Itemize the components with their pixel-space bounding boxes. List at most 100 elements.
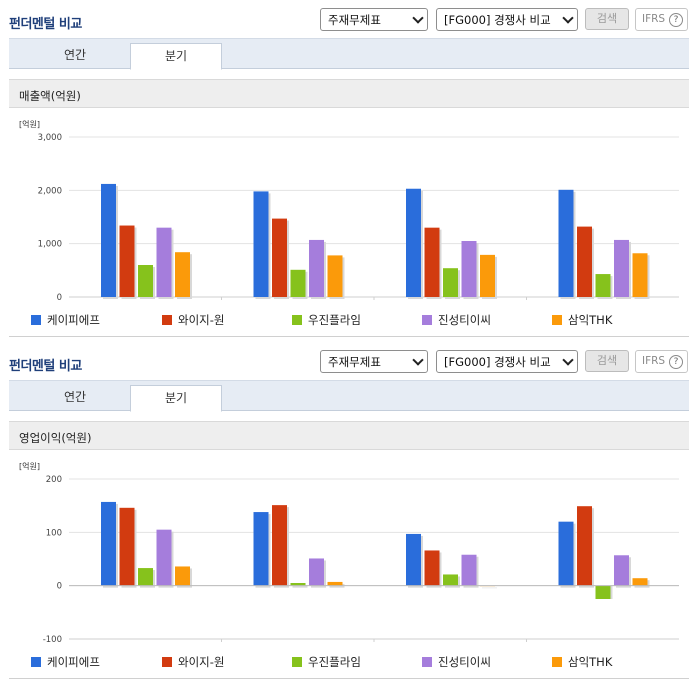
- bar[interactable]: [309, 239, 324, 297]
- bar[interactable]: [480, 254, 495, 297]
- bar[interactable]: [558, 521, 574, 586]
- bar[interactable]: [614, 239, 629, 297]
- bar[interactable]: [119, 507, 135, 586]
- bar[interactable]: [632, 253, 648, 297]
- legend-swatch: [552, 315, 562, 325]
- help-icon[interactable]: ?: [669, 13, 683, 27]
- legend-item[interactable]: 케이피에프: [31, 654, 100, 670]
- bar[interactable]: [632, 578, 648, 586]
- bar[interactable]: [424, 227, 440, 297]
- bar[interactable]: [272, 218, 287, 297]
- bar[interactable]: [461, 241, 477, 297]
- bar[interactable]: [253, 512, 269, 586]
- peer-group-select[interactable]: [FG000] 경쟁사 비교: [436, 8, 578, 31]
- bar[interactable]: [577, 226, 592, 297]
- statement-select[interactable]: 주재무제표: [320, 350, 428, 373]
- section-title: 펀더멘털 비교: [9, 359, 82, 374]
- tab-quarterly[interactable]: 분기: [130, 43, 222, 70]
- divider: [9, 336, 689, 337]
- legend-swatch: [31, 657, 41, 667]
- legend-item[interactable]: 우진플라임: [292, 654, 361, 670]
- operating-profit-chart: [억원] -10001002002023/062023/092023/12202…: [9, 452, 689, 642]
- legend-item[interactable]: 진성티이씨: [422, 312, 491, 328]
- section-title: 펀더멘털 비교: [9, 17, 82, 32]
- fundamental-section-2: 펀더멘털 비교 주재무제표 [FG000] 경쟁사 비교 검색 IFRS? 연간…: [0, 342, 696, 684]
- ifrs-button[interactable]: IFRS?: [635, 8, 688, 31]
- bar[interactable]: [156, 529, 172, 586]
- legend-item[interactable]: 진성티이씨: [422, 654, 491, 670]
- legend-swatch: [31, 315, 41, 325]
- chart-legend: 케이피에프 와이지-원 우진플라임 진성티이씨 삼익THK: [9, 652, 689, 672]
- legend-item[interactable]: 와이지-원: [162, 312, 224, 328]
- bar[interactable]: [101, 501, 116, 586]
- bar-shadow: [292, 585, 308, 588]
- legend-item[interactable]: 우진플라임: [292, 312, 361, 328]
- legend-swatch: [422, 657, 432, 667]
- section-header: 펀더멘털 비교 주재무제표 [FG000] 경쟁사 비교 검색 IFRS?: [0, 342, 696, 376]
- chart-svg: -10001002002023/062023/092023/122024/03: [43, 475, 679, 642]
- peer-group-select[interactable]: [FG000] 경쟁사 비교: [436, 350, 578, 373]
- bar[interactable]: [614, 555, 629, 586]
- period-tabs: 연간 분기: [9, 380, 689, 412]
- bar[interactable]: [577, 506, 592, 586]
- legend-label: 와이지-원: [178, 655, 225, 669]
- bar[interactable]: [558, 189, 574, 297]
- tab-annual[interactable]: 연간: [63, 48, 87, 62]
- y-tick-label: 0: [57, 293, 62, 300]
- bar[interactable]: [309, 558, 324, 586]
- search-button[interactable]: 검색: [585, 350, 629, 372]
- bar[interactable]: [156, 227, 172, 297]
- bar[interactable]: [119, 225, 135, 297]
- help-icon[interactable]: ?: [669, 355, 683, 369]
- bar[interactable]: [138, 265, 153, 297]
- bar[interactable]: [175, 252, 190, 297]
- bar[interactable]: [327, 581, 343, 586]
- search-button[interactable]: 검색: [585, 8, 629, 30]
- bar[interactable]: [443, 268, 458, 297]
- legend-item[interactable]: 삼익THK: [552, 312, 612, 328]
- y-axis-unit: [억원]: [19, 120, 40, 129]
- legend-label: 진성티이씨: [438, 313, 491, 327]
- legend-item[interactable]: 케이피에프: [31, 312, 100, 328]
- chevron-down-icon: [562, 12, 574, 24]
- legend-label: 진성티이씨: [438, 655, 491, 669]
- bar[interactable]: [443, 574, 458, 586]
- bar[interactable]: [138, 568, 153, 586]
- statement-select[interactable]: 주재무제표: [320, 8, 428, 31]
- ifrs-button[interactable]: IFRS?: [635, 350, 688, 373]
- legend-label: 케이피에프: [47, 313, 100, 327]
- chart-svg: 01,0002,0003,0002023/062023/092023/12202…: [38, 133, 679, 300]
- legend-item[interactable]: 삼익THK: [552, 654, 612, 670]
- y-tick-label: -100: [43, 635, 62, 642]
- bar[interactable]: [461, 554, 477, 586]
- bar[interactable]: [175, 566, 190, 586]
- statement-select-value: 주재무제표: [328, 13, 381, 27]
- legend-swatch: [422, 315, 432, 325]
- bar[interactable]: [253, 191, 269, 297]
- metric-title: 매출액(억원): [9, 79, 689, 108]
- peer-group-select-value: [FG000] 경쟁사 비교: [444, 13, 551, 27]
- legend-swatch: [162, 315, 172, 325]
- revenue-chart: [억원] 01,0002,0003,0002023/062023/092023/…: [9, 110, 689, 300]
- tab-quarterly[interactable]: 분기: [130, 385, 222, 412]
- bar[interactable]: [290, 269, 306, 297]
- legend-label: 우진플라임: [308, 655, 361, 669]
- bar[interactable]: [406, 188, 421, 297]
- bar[interactable]: [424, 550, 440, 586]
- bar-shadow: [482, 587, 497, 589]
- chart-legend: 케이피에프 와이지-원 우진플라임 진성티이씨 삼익THK: [9, 310, 689, 330]
- bar[interactable]: [406, 533, 421, 586]
- ifrs-label: IFRS: [642, 13, 666, 25]
- bar[interactable]: [595, 585, 611, 599]
- legend-item[interactable]: 와이지-원: [162, 654, 224, 670]
- tab-annual[interactable]: 연간: [63, 390, 87, 404]
- bar[interactable]: [272, 505, 287, 586]
- bar[interactable]: [595, 274, 611, 297]
- legend-swatch: [552, 657, 562, 667]
- y-tick-label: 1,000: [38, 240, 62, 250]
- bar[interactable]: [290, 583, 306, 586]
- bar[interactable]: [327, 255, 343, 297]
- bar[interactable]: [101, 183, 116, 297]
- legend-label: 삼익THK: [568, 313, 613, 327]
- ifrs-label: IFRS: [642, 355, 666, 367]
